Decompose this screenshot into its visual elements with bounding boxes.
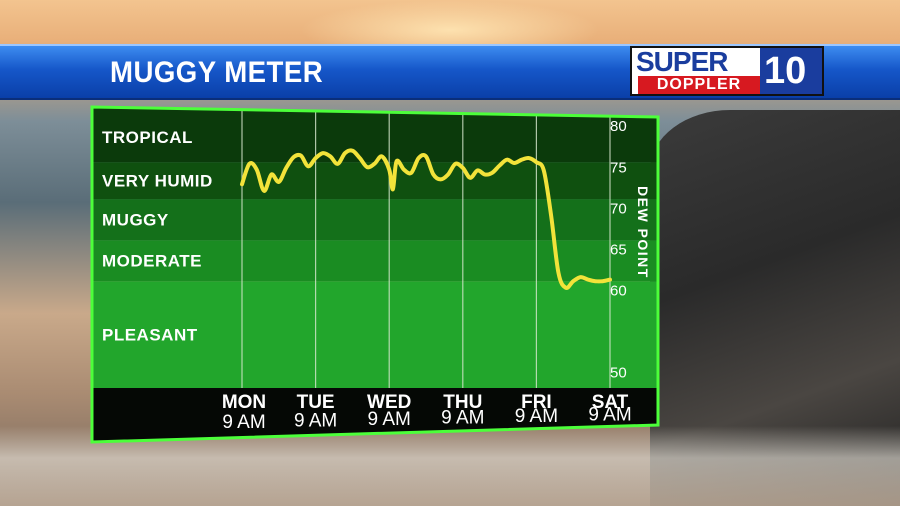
station-logo: SUPER DOPPLER 10 [630,46,824,96]
chart-title: MUGGY METER [110,56,324,89]
x-tick-day: FRI [521,392,552,413]
x-tick-time: 9 AM [368,409,411,430]
band-label: MUGGY [102,211,169,230]
logo-super-text: SUPER [636,46,728,77]
logo-ten-block: 10 [760,48,822,94]
logo-ten-text: 10 [764,50,807,92]
logo-doppler-text: DOPPLER [638,76,760,94]
y-tick-label: 65 [610,241,627,258]
band-label: MODERATE [102,252,202,271]
y-axis-label: DEW POINT [635,186,651,279]
band-moderate [92,240,658,282]
dew-point-line [240,148,612,290]
band-label: PLEASANT [102,326,198,345]
band-label: TROPICAL [102,128,193,147]
band-pleasant [92,281,658,388]
y-tick-label: 80 [610,118,627,135]
x-tick-time: 9 AM [515,406,558,427]
x-tick-day: TUE [297,392,335,413]
y-tick-label: 75 [610,159,627,176]
x-tick-time: 9 AM [222,412,265,433]
y-tick-label: 70 [610,200,627,217]
band-label: VERY HUMID [102,172,213,191]
x-tick-time: 9 AM [441,408,484,429]
chart-frame [90,105,660,444]
x-tick-time: 9 AM [294,411,337,432]
x-tick-day: SAT [592,392,629,413]
x-tick-day: MON [222,392,266,413]
x-tick-day: WED [367,392,411,413]
x-tick-time: 9 AM [588,405,631,426]
y-tick-label: 50 [610,365,627,382]
y-tick-label: 60 [610,282,627,299]
band-very-humid [92,162,658,200]
band-muggy [92,199,658,241]
x-tick-day: THU [443,392,482,413]
